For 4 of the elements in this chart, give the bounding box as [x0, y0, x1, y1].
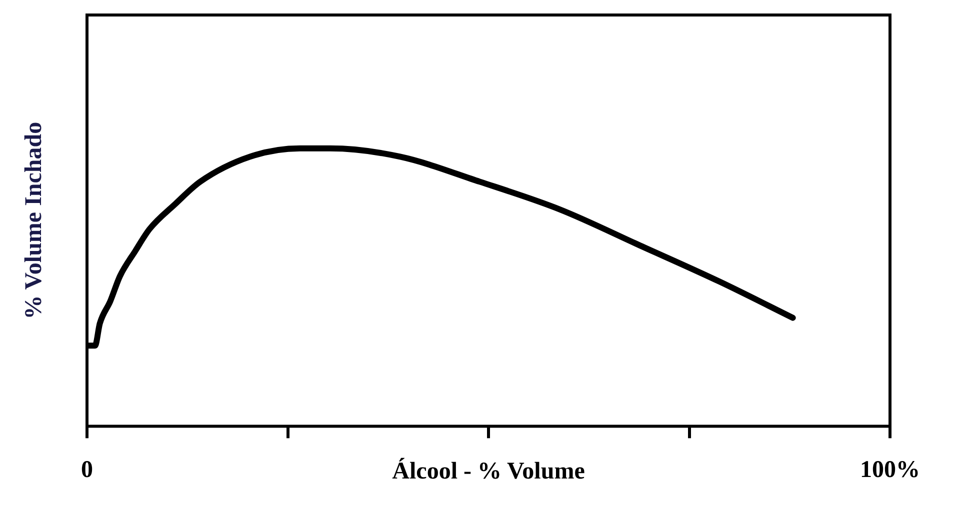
x-axis-title: Álcool - % Volume [392, 457, 586, 484]
x-tick-label: 0 [81, 456, 93, 483]
y-axis-title: % Volume Inchado [21, 122, 48, 320]
x-tick-label: 100% [860, 456, 920, 483]
